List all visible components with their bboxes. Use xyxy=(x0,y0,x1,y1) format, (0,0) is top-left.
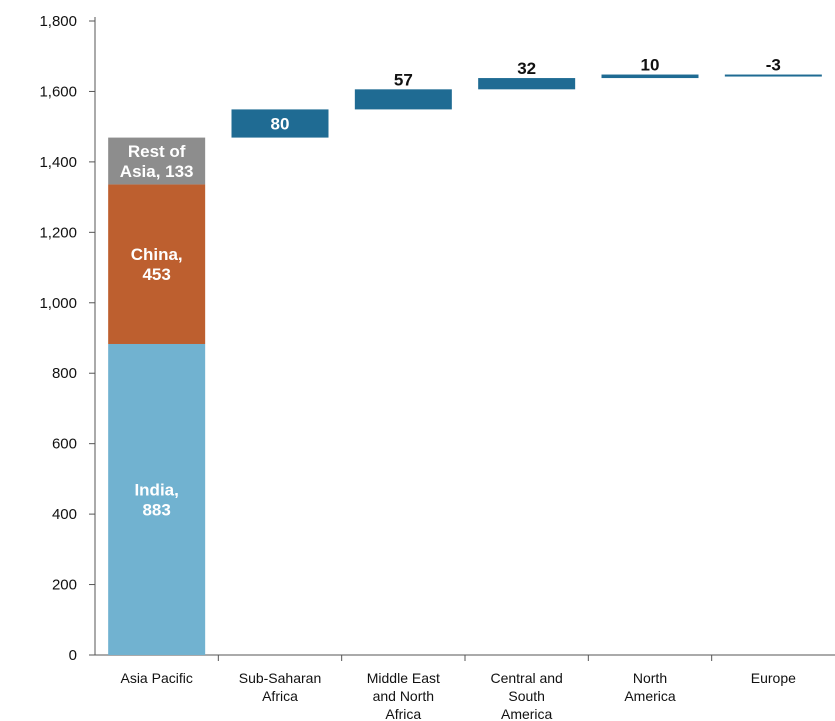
x-category-label-line: Europe xyxy=(751,670,796,686)
x-category-label-line: America xyxy=(624,688,676,704)
y-tick-label: 1,400 xyxy=(39,154,77,171)
x-category-label-line: America xyxy=(501,706,553,721)
x-category-label-line: North xyxy=(633,670,667,686)
y-tick-label: 1,600 xyxy=(39,83,77,100)
y-tick-label: 1,000 xyxy=(39,295,77,312)
x-category-label-line: South xyxy=(508,688,545,704)
y-tick-label: 400 xyxy=(52,506,77,523)
y-tick-label: 1,800 xyxy=(39,13,77,30)
increment-bar xyxy=(725,75,822,77)
increment-label: 10 xyxy=(641,56,660,75)
y-tick-label: 0 xyxy=(69,647,77,664)
y-tick-label: 600 xyxy=(52,436,77,453)
x-category-label-line: Sub-Saharan xyxy=(239,670,322,686)
stack-segment-label-line: 453 xyxy=(142,265,170,284)
stack-segment-label-line: Asia, 133 xyxy=(120,162,194,181)
y-tick-label: 800 xyxy=(52,365,77,382)
stack-segment-label-line: India, xyxy=(134,480,178,499)
x-category-label-line: Africa xyxy=(262,688,298,704)
stack-segment-label-line: Rest of xyxy=(128,142,186,161)
x-category-label-line: Africa xyxy=(385,706,421,721)
x-category-label: Asia Pacific xyxy=(120,670,192,686)
y-tick-label: 200 xyxy=(52,577,77,594)
x-category-label-line: and North xyxy=(373,688,434,704)
increment-bar xyxy=(355,89,452,109)
increment-label: 80 xyxy=(271,114,290,133)
increment-label: -3 xyxy=(766,56,781,75)
increment-bar xyxy=(478,78,575,89)
increment-bar xyxy=(602,75,699,79)
stack-segment-label: Rest of Asia, 133 xyxy=(120,142,194,181)
increment-label: 32 xyxy=(517,59,536,78)
increment-label: 57 xyxy=(394,70,413,89)
x-category-label-line: Central and xyxy=(490,670,562,686)
x-category-label-line: Asia Pacific xyxy=(120,670,192,686)
stack-segment-label-line: China, xyxy=(131,245,183,264)
stack-segment-label-line: 883 xyxy=(142,500,170,519)
x-category-label-line: Middle East xyxy=(367,670,440,686)
y-tick-label: 1,200 xyxy=(39,224,77,241)
x-category-label: Europe xyxy=(751,670,796,686)
